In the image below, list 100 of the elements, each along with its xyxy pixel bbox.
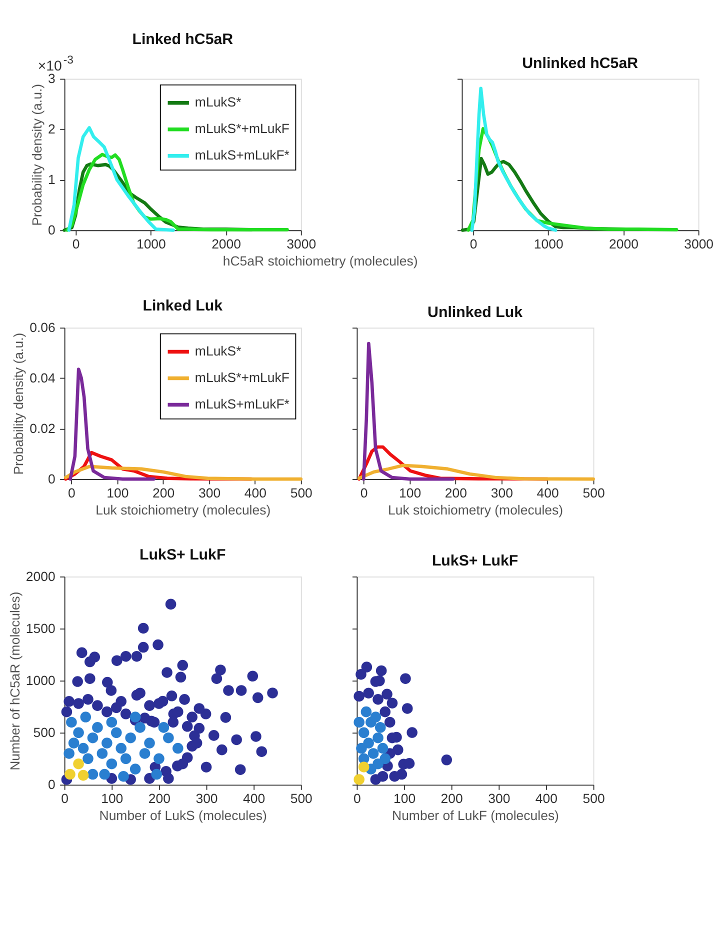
- point: [106, 758, 118, 770]
- point: [382, 688, 392, 700]
- point: [130, 712, 141, 722]
- point: [354, 774, 364, 785]
- point: [172, 742, 184, 754]
- point: [78, 770, 89, 781]
- point: [406, 727, 418, 738]
- point: [158, 722, 170, 733]
- point: [380, 753, 391, 764]
- point: [151, 768, 162, 780]
- x-axis-title: hC5aR stoichiometry (molecules): [222, 254, 418, 269]
- legend-label: mLukS+mLukF*: [194, 148, 290, 163]
- x-tick-label: 400: [536, 485, 559, 500]
- legend-label: mLukS*: [194, 344, 242, 359]
- point: [73, 727, 84, 738]
- point: [376, 665, 387, 676]
- y-tick-label: 0.06: [30, 320, 56, 335]
- y-tick-label: 0.04: [30, 370, 56, 386]
- point: [96, 748, 108, 759]
- point: [118, 770, 129, 782]
- y-axis-title: Probability density (a.u.): [10, 332, 26, 475]
- point: [163, 732, 174, 744]
- point: [116, 742, 127, 754]
- x-tick-label: 400: [244, 485, 266, 500]
- x-tick-label: 200: [148, 791, 170, 806]
- y-tick-label: 2000: [26, 568, 56, 584]
- point: [92, 722, 103, 733]
- point: [358, 762, 370, 772]
- x-tick-label: 0: [354, 791, 361, 806]
- x-tick-label: 100: [106, 485, 129, 500]
- x-tick-label: 500: [290, 485, 312, 500]
- x-tick-label: 500: [582, 485, 605, 500]
- point: [64, 748, 74, 759]
- point: [356, 668, 366, 680]
- point: [354, 716, 364, 728]
- x-tick-label: 0: [360, 485, 368, 500]
- point: [82, 753, 94, 764]
- chart-title: LukS+ LukF: [432, 552, 518, 570]
- y-tick-label: 0: [48, 471, 56, 486]
- y-axis-title: Probability density (a.u.): [29, 84, 44, 226]
- x-tick-label: 3000: [684, 236, 714, 252]
- x-tick-label: 2000: [608, 236, 638, 252]
- chart-title: Unlinked Luk: [428, 304, 524, 321]
- point: [361, 662, 372, 672]
- point: [120, 753, 132, 764]
- y-axis-title: Number of hC5aR (molecules): [7, 592, 22, 770]
- point: [354, 690, 364, 702]
- point: [400, 673, 411, 684]
- line-series: [68, 368, 156, 481]
- x-tick-label: 200: [444, 485, 468, 500]
- point: [402, 703, 413, 714]
- point: [441, 754, 452, 766]
- point: [372, 758, 384, 770]
- point: [386, 698, 398, 708]
- x-tick-label: 1000: [136, 236, 166, 252]
- y-tick-label: 500: [33, 724, 56, 740]
- point: [73, 758, 84, 770]
- y-tick-label: 1500: [26, 620, 56, 636]
- x-tick-label: 500: [582, 791, 605, 806]
- x-axis-title: Number of LukS (molecules): [99, 808, 267, 824]
- point: [66, 716, 77, 728]
- x-tick-label: 100: [101, 791, 124, 806]
- point: [130, 764, 141, 774]
- legend-label: mLukS*: [194, 94, 242, 110]
- x-tick-label: 300: [488, 791, 510, 806]
- x-tick-label: 0: [61, 791, 69, 806]
- x-tick-label: 200: [152, 485, 175, 500]
- x-tick-label: 300: [198, 485, 221, 500]
- point: [392, 744, 404, 756]
- point: [372, 694, 384, 705]
- chart-title: LukS+ LukF: [140, 546, 226, 564]
- point: [358, 727, 370, 738]
- x-axis-title: Number of LukF (molecules): [392, 808, 559, 824]
- point: [363, 738, 374, 748]
- x-tick-label: 1000: [534, 236, 564, 252]
- point: [368, 748, 379, 759]
- chart-title: Unlinked hC5aR: [522, 54, 638, 72]
- line-series: [67, 126, 175, 232]
- legend-label: mLukS+mLukF*: [194, 396, 290, 412]
- point: [363, 688, 374, 698]
- legend-label: mLukS*+mLukF: [194, 121, 290, 136]
- point: [375, 722, 386, 733]
- point: [68, 738, 80, 748]
- y-tick-label: 1000: [26, 672, 56, 688]
- point: [389, 770, 400, 782]
- x-tick-label: 400: [535, 791, 558, 806]
- x-tick-label: 0: [68, 485, 76, 500]
- legend-label: mLukS*+mLukF: [194, 370, 290, 386]
- chart-title: Linked Luk: [142, 298, 224, 315]
- point: [356, 742, 367, 754]
- y-tick-label: 2: [48, 122, 56, 136]
- chart-title: Linked hC5aR: [132, 30, 234, 48]
- point: [370, 712, 382, 722]
- point: [360, 706, 372, 718]
- point: [370, 774, 382, 785]
- point: [154, 753, 164, 764]
- point: [99, 768, 110, 780]
- x-tick-label: 300: [490, 485, 513, 500]
- x-tick-label: 0: [72, 236, 80, 252]
- point: [134, 722, 146, 733]
